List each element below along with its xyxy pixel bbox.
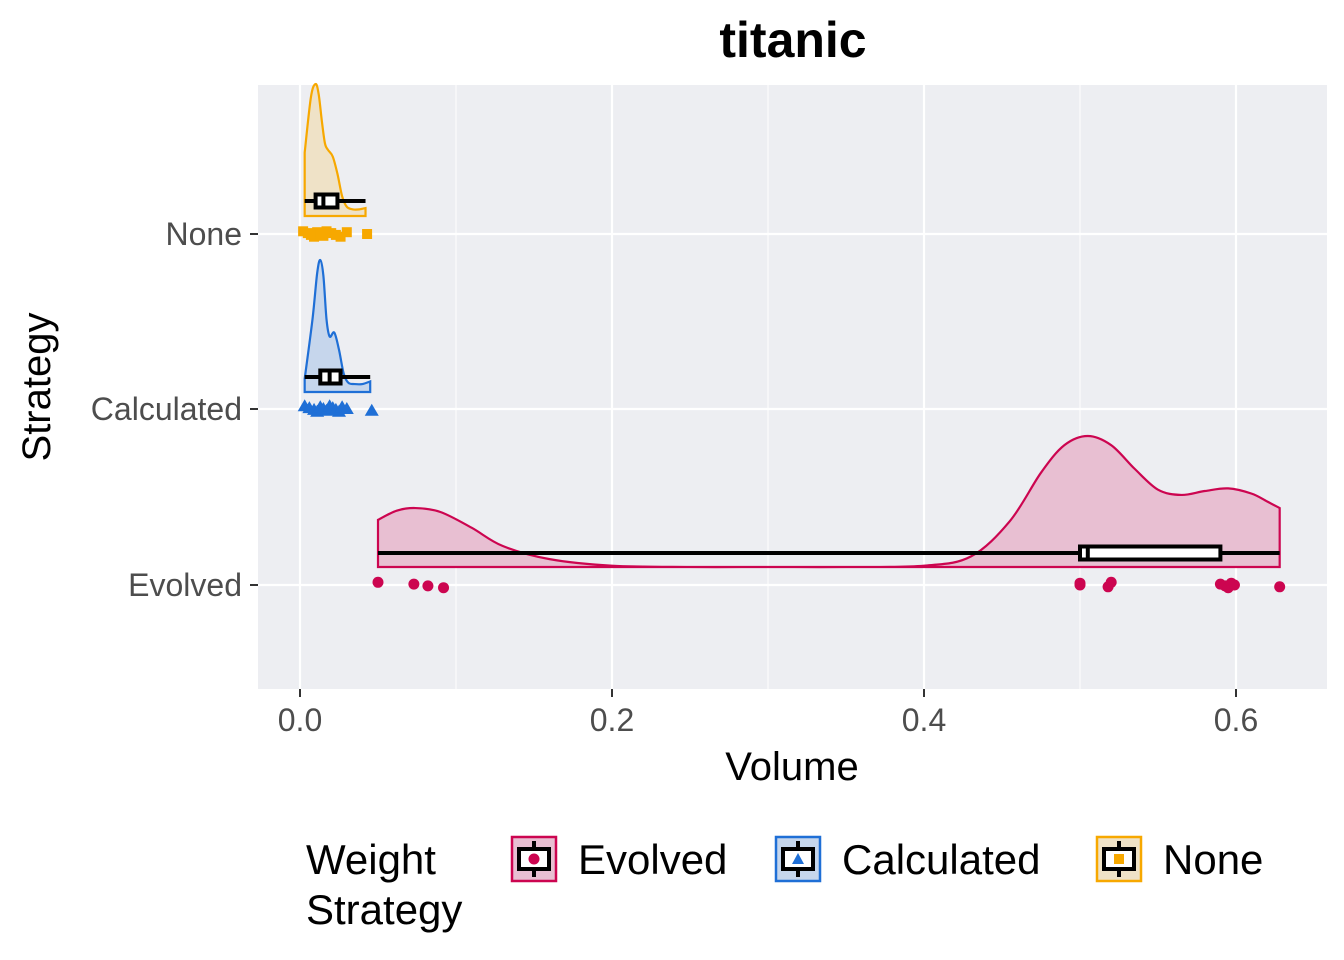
legend-item-none: None [1095, 835, 1263, 883]
data-point-evolved [422, 580, 434, 592]
data-point-calculated [339, 402, 354, 414]
data-point-evolved [1228, 579, 1240, 591]
x-tick-label: 0.0 [278, 702, 322, 738]
data-point-calculated [364, 403, 379, 416]
density-cloud-none [303, 82, 367, 218]
y-tick-label-calculated: Calculated [91, 391, 242, 427]
data-point-evolved [408, 578, 420, 590]
x-axis-title: Volume [725, 745, 858, 789]
x-tick-label: 0.4 [902, 702, 946, 738]
box-evolved [1078, 544, 1223, 562]
plot-panel [258, 85, 1327, 689]
rain-points [297, 226, 1286, 594]
data-point-evolved [438, 582, 450, 594]
y-tick-label-none: None [166, 216, 243, 252]
density-cloud-calculated [303, 258, 372, 394]
y-tick-label-evolved: Evolved [128, 567, 242, 603]
legend-key-marker [528, 853, 540, 865]
data-point-evolved [1105, 576, 1117, 588]
legend-key-marker [792, 853, 804, 864]
grid-lines [258, 85, 1327, 689]
data-point-none [362, 229, 373, 239]
data-point-none [341, 227, 352, 238]
density-cloud-evolved [376, 434, 1281, 569]
axes: 0.0 0.2 0.4 0.6 Evolved Calculated None [91, 216, 1258, 738]
box-none [313, 192, 340, 210]
legend-label-none: None [1163, 836, 1263, 883]
x-tick-label: 0.6 [1214, 702, 1258, 738]
legend-label-evolved: Evolved [578, 836, 727, 883]
boxplots [304, 192, 1280, 562]
data-point-none [335, 231, 346, 242]
legend-key-marker [1114, 854, 1124, 864]
data-point-evolved [1274, 581, 1286, 593]
chart-title: titanic [719, 12, 866, 68]
density-clouds [303, 82, 1281, 569]
legend-item-evolved: Evolved [510, 835, 727, 883]
legend-label-calculated: Calculated [842, 836, 1040, 883]
y-axis-title: Strategy [15, 313, 59, 462]
data-point-evolved [1074, 579, 1086, 591]
data-point-evolved [372, 576, 384, 588]
legend-title: Weight Strategy [306, 836, 462, 933]
legend: Weight Strategy Evolved Calculated None [306, 835, 1263, 933]
legend-item-calculated: Calculated [774, 835, 1040, 883]
x-tick-label: 0.2 [590, 702, 634, 738]
